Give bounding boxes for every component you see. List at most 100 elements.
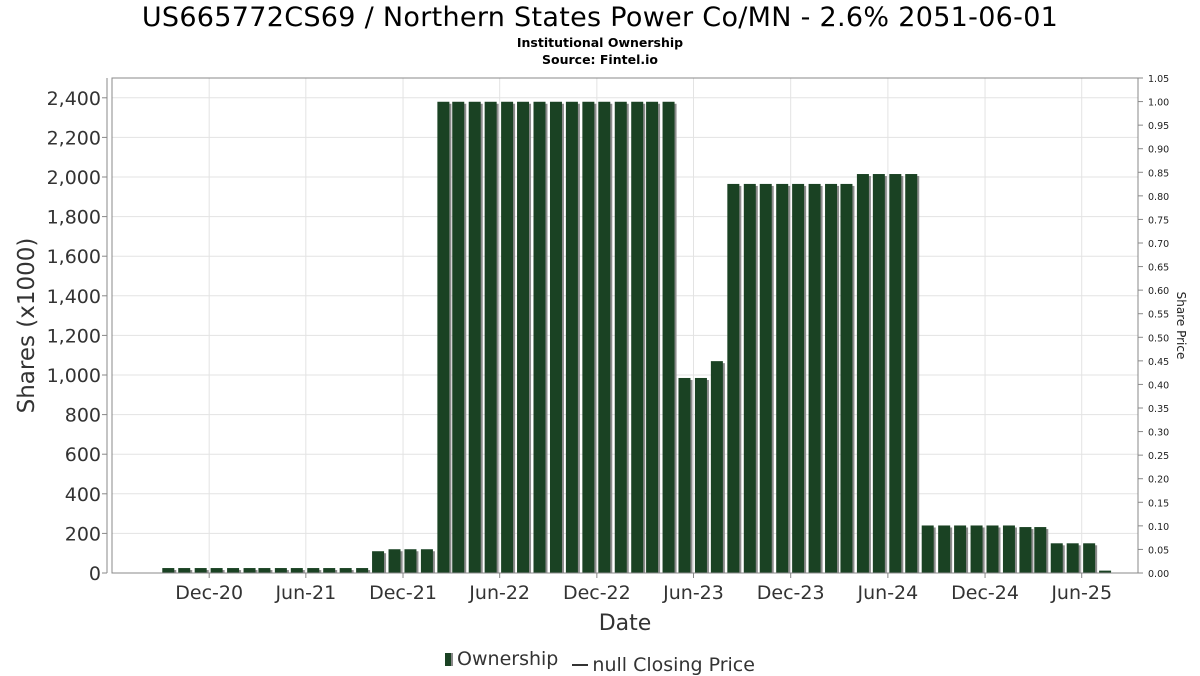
- x-tick-label: Jun-25: [1050, 582, 1112, 604]
- y-tick-label: 1,400: [47, 286, 101, 308]
- y2-tick-label: 0.10: [1148, 522, 1169, 533]
- ownership-bar: [258, 568, 270, 573]
- y2-tick-label: 0.95: [1148, 121, 1169, 132]
- ownership-bar: [631, 102, 643, 573]
- ownership-bar: [889, 174, 901, 573]
- x-tick-label: Dec-20: [175, 582, 243, 604]
- y2-tick-label: 0.70: [1148, 239, 1169, 250]
- ownership-bar: [1067, 543, 1079, 573]
- y-tick-label: 1,000: [47, 365, 101, 387]
- x-tick-label: Dec-21: [369, 582, 437, 604]
- ownership-bar: [711, 361, 723, 573]
- ownership-bar: [938, 525, 950, 573]
- ownership-bar: [485, 102, 497, 573]
- ownership-bar: [744, 184, 756, 573]
- ownership-bar: [211, 568, 223, 573]
- x-tick-label: Jun-22: [468, 582, 530, 604]
- y2-tick-label: 0.40: [1148, 380, 1169, 391]
- legend-ownership[interactable]: Ownership: [445, 648, 558, 670]
- y-axis-title: Shares (x1000): [14, 238, 40, 414]
- y-tick-label: 2,000: [47, 167, 101, 189]
- legend-price-label: null Closing Price: [592, 654, 755, 676]
- y2-tick-label: 0.20: [1148, 475, 1169, 486]
- ownership-bar: [905, 174, 917, 573]
- ownership-bar: [275, 568, 287, 573]
- ownership-bar: [582, 102, 594, 573]
- y2-axis-title: Share Price: [1174, 292, 1188, 360]
- legend-price[interactable]: null Closing Price: [568, 654, 755, 676]
- ownership-bar: [1083, 543, 1095, 573]
- y2-tick-label: 0.75: [1148, 215, 1169, 226]
- y2-tick-label: 1.05: [1148, 74, 1169, 85]
- ownership-bar: [825, 184, 837, 573]
- ownership-bar: [695, 378, 707, 573]
- ownership-bar: [244, 568, 256, 573]
- y2-tick-label: 0.25: [1148, 451, 1169, 462]
- ownership-bar: [421, 549, 433, 573]
- ownership-bar: [404, 549, 416, 573]
- ownership-bar: [452, 102, 464, 573]
- ownership-bar: [840, 184, 852, 573]
- y-tick-label: 800: [65, 405, 101, 427]
- ownership-bar: [501, 102, 513, 573]
- y2-tick-label: 0.15: [1148, 498, 1169, 509]
- ownership-bar: [678, 378, 690, 573]
- y2-tick-label: 0.55: [1148, 310, 1169, 321]
- ownership-bar: [809, 184, 821, 573]
- x-tick-label: Dec-23: [757, 582, 825, 604]
- ownership-bar: [663, 102, 675, 573]
- x-axis-title: Date: [599, 611, 652, 636]
- ownership-bar: [566, 102, 578, 573]
- y2-tick-label: 0.50: [1148, 333, 1169, 344]
- ownership-bar: [776, 184, 788, 573]
- y-tick-label: 2,200: [47, 127, 101, 149]
- y2-tick-label: 0.85: [1148, 168, 1169, 179]
- x-tick-label: Dec-22: [563, 582, 631, 604]
- y2-tick-label: 0.45: [1148, 357, 1169, 368]
- ownership-bar: [437, 102, 449, 573]
- ownership-bar: [1051, 543, 1063, 573]
- y-tick-label: 200: [65, 523, 101, 545]
- ownership-bar: [517, 102, 529, 573]
- ownership-bar: [922, 525, 934, 573]
- y-tick-label: 2,400: [47, 88, 101, 110]
- y2-tick-label: 0.65: [1148, 263, 1169, 274]
- ownership-swatch-icon: [445, 653, 453, 666]
- y2-tick-label: 0.35: [1148, 404, 1169, 415]
- ownership-bar: [389, 549, 401, 573]
- ownership-bar: [857, 174, 869, 573]
- legend-ownership-label: Ownership: [457, 648, 558, 670]
- x-tick-label: Jun-24: [857, 582, 919, 604]
- ownership-bar: [760, 184, 772, 573]
- ownership-bar: [1003, 525, 1015, 573]
- y2-tick-label: 0.80: [1148, 192, 1169, 203]
- price-line-icon: [572, 664, 588, 666]
- y2-tick-label: 0.90: [1148, 145, 1169, 156]
- y-tick-label: 0: [89, 563, 101, 585]
- ownership-bar: [162, 568, 174, 573]
- chart-svg: 02004006008001,0001,2001,4001,6001,8002,…: [0, 0, 1200, 645]
- ownership-bar: [227, 568, 239, 573]
- y2-tick-label: 0.00: [1148, 569, 1169, 580]
- ownership-bar: [178, 568, 190, 573]
- y2-tick-label: 0.05: [1148, 545, 1169, 556]
- x-tick-label: Jun-21: [274, 582, 336, 604]
- ownership-bar: [550, 102, 562, 573]
- ownership-bar: [986, 525, 998, 573]
- y-tick-label: 1,200: [47, 325, 101, 347]
- ownership-bar: [356, 568, 368, 573]
- bar-layer: [162, 102, 1113, 573]
- y-tick-label: 400: [65, 484, 101, 506]
- ownership-bar: [307, 568, 319, 573]
- y2-tick-label: 0.30: [1148, 428, 1169, 439]
- ownership-bar: [792, 184, 804, 573]
- y-tick-label: 1,600: [47, 246, 101, 268]
- ownership-bar: [873, 174, 885, 573]
- y2-tick-label: 0.60: [1148, 286, 1169, 297]
- ownership-bar: [1034, 527, 1046, 573]
- ownership-bar: [340, 568, 352, 573]
- ownership-bar: [954, 525, 966, 573]
- x-tick-label: Jun-23: [662, 582, 724, 604]
- ownership-bar: [323, 568, 335, 573]
- ownership-bar: [598, 102, 610, 573]
